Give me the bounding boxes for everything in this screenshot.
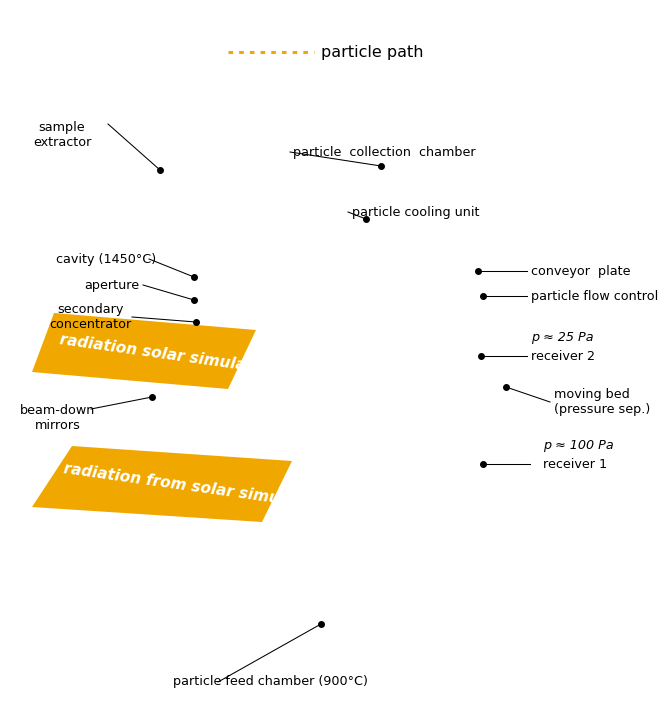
Text: conveyor  plate: conveyor plate — [531, 265, 631, 278]
Text: particle path: particle path — [321, 44, 424, 59]
Text: secondary
concentrator: secondary concentrator — [49, 303, 131, 331]
Polygon shape — [32, 313, 256, 389]
Text: particle feed chamber (900°C): particle feed chamber (900°C) — [172, 676, 368, 689]
Text: moving bed
(pressure sep.): moving bed (pressure sep.) — [554, 388, 650, 416]
Polygon shape — [32, 446, 292, 522]
Text: particle flow control: particle flow control — [531, 289, 658, 302]
Text: aperture: aperture — [85, 278, 140, 291]
Text: beam-down
mirrors: beam-down mirrors — [20, 404, 96, 432]
Text: radiation solar simulator: radiation solar simulator — [59, 332, 272, 376]
Text: receiver 1: receiver 1 — [543, 457, 607, 471]
Text: cavity (1450°C): cavity (1450°C) — [56, 252, 156, 265]
Text: p ≈ 100 Pa: p ≈ 100 Pa — [543, 439, 614, 452]
Text: particle  collection  chamber: particle collection chamber — [293, 146, 476, 159]
Text: sample
extractor: sample extractor — [33, 121, 91, 149]
Text: radiation from solar simulator: radiation from solar simulator — [63, 462, 321, 513]
Text: p ≈ 25 Pa: p ≈ 25 Pa — [531, 331, 593, 344]
Text: particle cooling unit: particle cooling unit — [352, 205, 480, 218]
Text: receiver 2: receiver 2 — [531, 349, 595, 362]
